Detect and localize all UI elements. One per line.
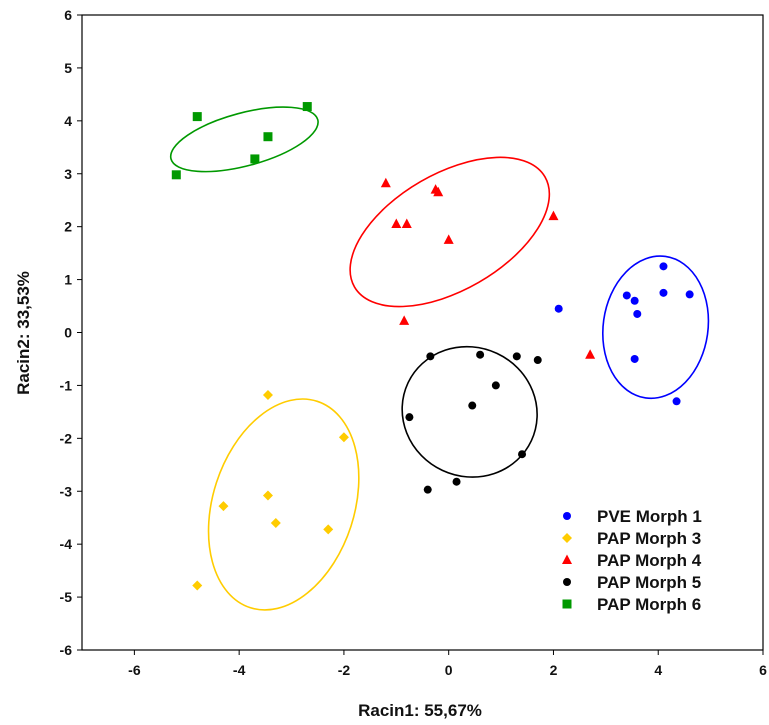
legend-label-4: PAP Morph 5 (597, 573, 701, 592)
data-point-series-3-4 (391, 218, 402, 229)
data-point-series-4-4 (533, 356, 542, 365)
data-point-series-2-3 (218, 501, 229, 512)
x-tick-label: 2 (550, 662, 558, 678)
ellipse-series-2 (207, 398, 360, 611)
x-tick-label: -6 (128, 662, 141, 678)
data-point-series-1-6 (633, 309, 642, 318)
data-point-series-3-3 (433, 186, 444, 197)
data-point-series-1-1 (659, 262, 668, 271)
x-tick-label: 4 (654, 662, 662, 678)
data-point-series-4-6 (468, 401, 477, 410)
y-axis-ticks: -6 -5 -4 -3 -2 -1 0 1 2 3 4 5 6 (60, 7, 82, 658)
data-point-series-4-9 (452, 477, 461, 486)
data-point-series-2-7 (192, 580, 203, 591)
ellipse-series-4 (401, 345, 538, 478)
data-point-series-3-9 (585, 349, 596, 359)
legend-marker-4 (563, 578, 571, 586)
data-point-series-4-1 (426, 352, 435, 361)
legend-label-1: PVE Morph 1 (597, 507, 702, 526)
x-tick-label: 6 (759, 662, 767, 678)
x-tick-label: -2 (338, 662, 351, 678)
data-point-series-1-4 (659, 288, 668, 297)
legend-marker-5 (562, 599, 572, 609)
y-tick-label: -2 (60, 430, 73, 446)
legend-label-2: PAP Morph 3 (597, 529, 701, 548)
y-tick-label: -4 (60, 536, 73, 552)
ellipse-series-1 (601, 255, 710, 400)
y-tick-label: -3 (60, 483, 73, 499)
y-tick-label: 6 (64, 7, 72, 23)
data-point-series-1-2 (622, 291, 631, 300)
data-point-series-2-2 (338, 432, 349, 443)
data-point-series-1-5 (685, 290, 694, 299)
data-point-series-4-3 (512, 352, 521, 361)
data-point-series-2-5 (270, 518, 281, 528)
ellipse-series-3 (349, 156, 551, 308)
data-point-series-5-3 (263, 132, 273, 142)
legend-marker-1 (563, 512, 571, 520)
x-tick-label: 0 (445, 662, 453, 678)
data-point-series-5-1 (192, 112, 202, 122)
data-point-series-4-8 (518, 450, 527, 459)
y-tick-label: 1 (64, 272, 72, 288)
x-axis-ticks: -6 -4 -2 0 2 4 6 (128, 650, 767, 678)
data-point-series-4-2 (476, 350, 485, 359)
x-axis-title: Racin1: 55,67% (358, 701, 482, 720)
data-point-series-3-1 (380, 177, 391, 188)
data-point-series-4-5 (491, 381, 500, 390)
y-tick-label: 3 (64, 166, 72, 182)
y-tick-label: -5 (60, 589, 73, 605)
data-point-series-3-6 (443, 234, 454, 244)
y-tick-label: -1 (60, 377, 73, 393)
data-point-series-5-5 (171, 170, 181, 180)
legend-label-3: PAP Morph 4 (597, 551, 702, 570)
data-points (171, 102, 694, 591)
data-point-series-1-8 (630, 354, 639, 363)
data-point-series-1-9 (672, 397, 681, 406)
data-point-series-3-8 (399, 315, 410, 325)
data-point-series-3-5 (401, 218, 412, 229)
data-point-series-2-4 (262, 490, 273, 501)
data-point-series-4-7 (405, 413, 414, 422)
legend-label-5: PAP Morph 6 (597, 595, 701, 614)
ellipse-series-5 (169, 106, 319, 173)
data-point-series-5-4 (250, 154, 260, 164)
data-point-series-5-2 (302, 102, 312, 112)
data-point-series-4-10 (423, 485, 432, 494)
data-point-series-1-7 (554, 304, 563, 313)
data-point-series-2-6 (323, 524, 334, 535)
y-tick-label: 2 (64, 219, 72, 235)
y-tick-label: 4 (64, 113, 72, 129)
legend-marker-3 (562, 554, 572, 564)
data-point-series-1-3 (630, 296, 639, 305)
y-axis-title: Racin2: 33,53% (14, 271, 33, 395)
x-tick-label: -4 (233, 662, 246, 678)
y-tick-label: 0 (64, 325, 72, 341)
y-tick-label: 5 (64, 60, 72, 76)
y-tick-label: -6 (60, 642, 73, 658)
data-point-series-2-1 (262, 389, 273, 400)
confidence-ellipses (169, 106, 710, 611)
data-point-series-3-7 (548, 210, 559, 221)
legend: PVE Morph 1 PAP Morph 3 PAP Morph 4 PAP Mor… (562, 507, 702, 614)
legend-marker-2 (562, 533, 572, 543)
